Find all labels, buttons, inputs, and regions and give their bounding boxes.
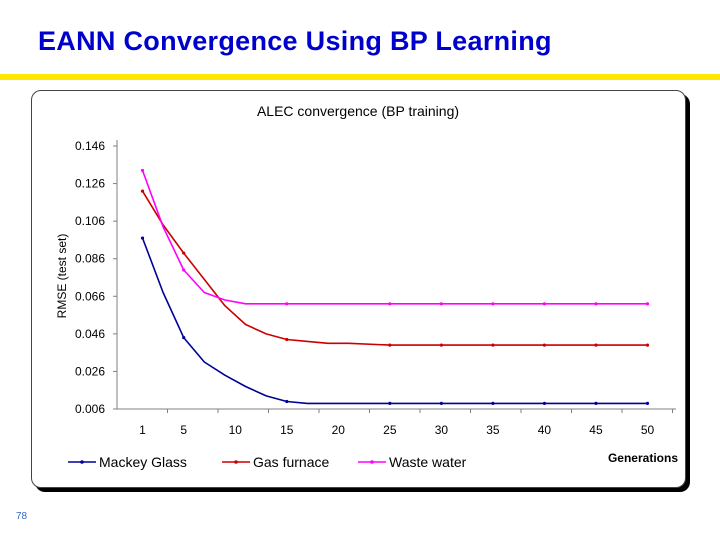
series-point-waste-water [645,302,650,306]
legend-marker [370,460,374,464]
x-tick-label: 5 [180,423,187,437]
series-point-gas-furnace [285,337,289,342]
series-point-gas-furnace [388,343,392,347]
x-tick-label: 25 [383,423,397,437]
legend-marker [234,460,238,464]
legend-label-gas-furnace: Gas furnace [253,454,329,470]
series-point-waste-water [439,302,443,306]
series-point-mackey-glass [182,336,186,340]
chart-panel [31,90,686,488]
series-point-waste-water [388,302,392,306]
series-point-gas-furnace [140,189,145,193]
series-point-gas-furnace [491,343,495,347]
page-number: 78 [16,511,28,522]
series-point-gas-furnace [542,343,547,347]
series-point-mackey-glass [594,401,598,405]
series-point-mackey-glass [542,401,547,405]
y-tick-label: 0.026 [75,364,105,378]
x-tick-label: 10 [229,423,243,437]
series-point-mackey-glass [388,401,392,405]
series-point-gas-furnace [439,343,443,347]
series-point-waste-water [594,302,598,306]
chart-title: ALEC convergence (BP training) [257,103,459,119]
y-tick-label: 0.086 [75,252,105,266]
x-tick-label: 30 [435,423,449,437]
series-line-gas-furnace [141,190,648,346]
series-point-waste-water [182,268,186,272]
series-point-waste-water [285,302,289,306]
x-tick-label: 50 [641,423,655,437]
x-tick-label: 20 [332,423,346,437]
x-tick-label: 1 [139,423,146,437]
series-point-waste-water [140,168,145,173]
y-axis-label: RMSE (test set) [55,234,69,319]
y-tick-label: 0.126 [75,177,105,191]
x-tick-label: 35 [486,423,500,437]
series-point-gas-furnace [645,343,650,347]
title-underline [0,74,720,80]
x-tick-label: 40 [538,423,552,437]
series-point-gas-furnace [594,343,598,347]
legend-label-mackey-glass: Mackey Glass [99,454,187,470]
series-point-mackey-glass [140,236,145,240]
y-tick-label: 0.106 [75,214,105,228]
x-tick-label: 45 [589,423,603,437]
legend-label-waste-water: Waste water [389,454,467,470]
series-line-waste-water [141,170,648,305]
series-point-waste-water [542,302,547,306]
series-point-mackey-glass [285,399,289,404]
y-tick-label: 0.066 [75,289,105,303]
series-point-waste-water [491,302,495,306]
series-point-mackey-glass [491,401,495,405]
series-point-gas-furnace [182,251,186,255]
y-tick-label: 0.006 [75,402,105,416]
legend-marker [80,460,84,464]
slide-title: EANN Convergence Using BP Learning [38,26,552,56]
x-axis-label: Generations [608,451,678,465]
series-line-mackey-glass [141,237,648,405]
y-tick-label: 0.146 [75,139,105,153]
x-tick-label: 15 [280,423,294,437]
series-point-mackey-glass [439,401,443,405]
y-tick-label: 0.046 [75,327,105,341]
series-point-mackey-glass [645,401,650,405]
